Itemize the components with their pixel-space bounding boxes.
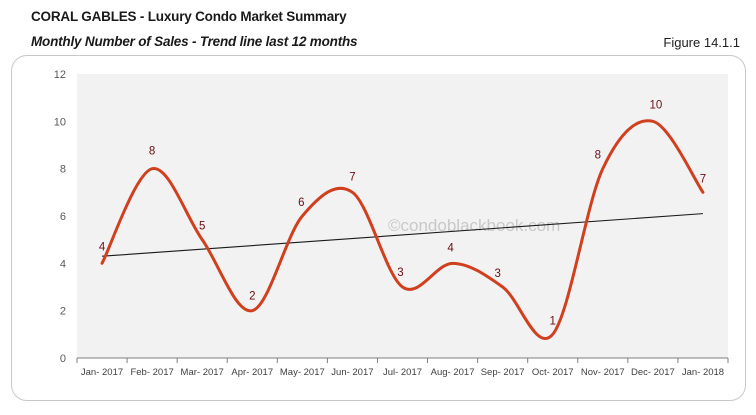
watermark: ©condoblackbook.com	[388, 216, 560, 235]
data-label: 7	[700, 173, 706, 185]
x-tick-label: Jan- 2018	[682, 367, 724, 378]
data-label: 10	[649, 99, 662, 111]
chart-title: CORAL GABLES - Luxury Condo Market Summa…	[31, 9, 347, 24]
y-tick-label: 8	[60, 164, 66, 176]
x-tick-label: Dec- 2017	[631, 367, 675, 378]
y-tick-label: 12	[54, 69, 66, 81]
chart-subtitle: Monthly Number of Sales - Trend line las…	[31, 34, 358, 49]
x-tick-label: Jul- 2017	[383, 367, 422, 378]
data-label: 1	[550, 315, 556, 327]
data-label: 3	[397, 267, 403, 279]
trend-line	[101, 213, 704, 257]
x-tick-label: May- 2017	[280, 367, 325, 378]
y-tick-label: 4	[60, 258, 66, 270]
data-label: 8	[595, 150, 601, 162]
data-label: 3	[494, 268, 500, 280]
data-label: 7	[349, 171, 355, 183]
x-tick-label: Nov- 2017	[581, 367, 625, 378]
x-tick-label: Sep- 2017	[481, 367, 525, 378]
y-tick-label: 6	[60, 211, 66, 223]
y-axis: 0 2 4 6 8 10 12	[54, 69, 66, 365]
data-labels: 4 8 5 2 6 7 3 4 3 1 8 10 7	[99, 99, 706, 327]
plot-area	[77, 74, 728, 358]
x-tick-label: Jan- 2017	[81, 367, 123, 378]
sales-series-line	[100, 119, 705, 340]
x-axis: Jan- 2017 Feb- 2017 Mar- 2017 Apr- 2017 May-…	[76, 357, 729, 378]
x-tick-label: Oct- 2017	[532, 367, 574, 378]
y-tick-label: 10	[54, 116, 66, 128]
data-label: 8	[149, 146, 155, 158]
data-label: 5	[199, 221, 205, 233]
y-tick-label: 2	[60, 306, 66, 318]
x-tick-label: Mar- 2017	[181, 367, 224, 378]
figure-number: Figure 14.1.1	[663, 35, 740, 50]
y-tick-label: 0	[60, 353, 66, 365]
data-label: 4	[99, 241, 106, 253]
x-tick-label: Feb- 2017	[130, 367, 173, 378]
x-tick-label: Aug- 2017	[431, 367, 475, 378]
x-tick-label: Jun- 2017	[331, 367, 373, 378]
data-label: 6	[298, 197, 304, 209]
data-label: 2	[249, 291, 255, 303]
x-tick-label: Apr- 2017	[231, 367, 273, 378]
data-label: 4	[447, 242, 454, 254]
